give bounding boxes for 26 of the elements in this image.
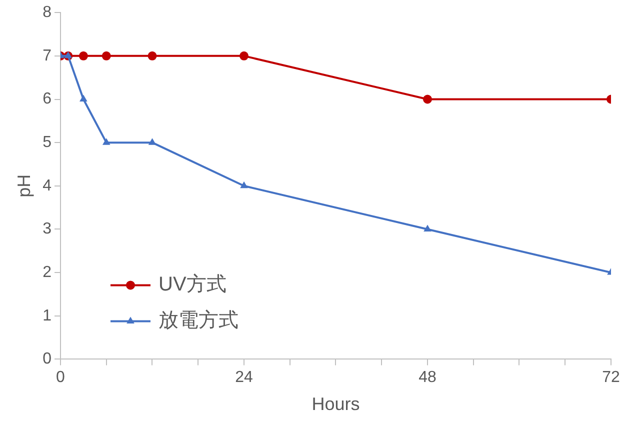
y-tick-label: 7 (42, 47, 52, 64)
point (148, 51, 157, 60)
legend-label: UV方式 (158, 272, 226, 296)
point (80, 94, 88, 102)
y-tick-label: 3 (42, 220, 52, 238)
legend-label: 放電方式 (158, 308, 238, 332)
point (424, 224, 432, 232)
y-axis-title: pH (14, 174, 34, 198)
y-tick-label: 5 (42, 134, 52, 151)
y-tick-label: 2 (42, 264, 52, 281)
x-tick-label: 0 (56, 369, 66, 386)
point (78, 51, 88, 60)
point (102, 51, 111, 60)
y-tick-label: 1 (42, 307, 52, 324)
x-axis-title: Hours (312, 394, 360, 414)
y-tick-label: 6 (42, 90, 52, 108)
y-tick-label: 4 (42, 177, 52, 194)
x-tick-label: 48 (418, 369, 436, 386)
y-tick-label: 8 (42, 4, 52, 22)
y-tick-label: 0 (42, 350, 52, 368)
point (240, 51, 248, 60)
point (102, 138, 110, 145)
point (240, 181, 248, 188)
x-tick-label: 24 (235, 369, 253, 386)
point (423, 94, 432, 104)
x-tick-label: 72 (602, 369, 620, 386)
